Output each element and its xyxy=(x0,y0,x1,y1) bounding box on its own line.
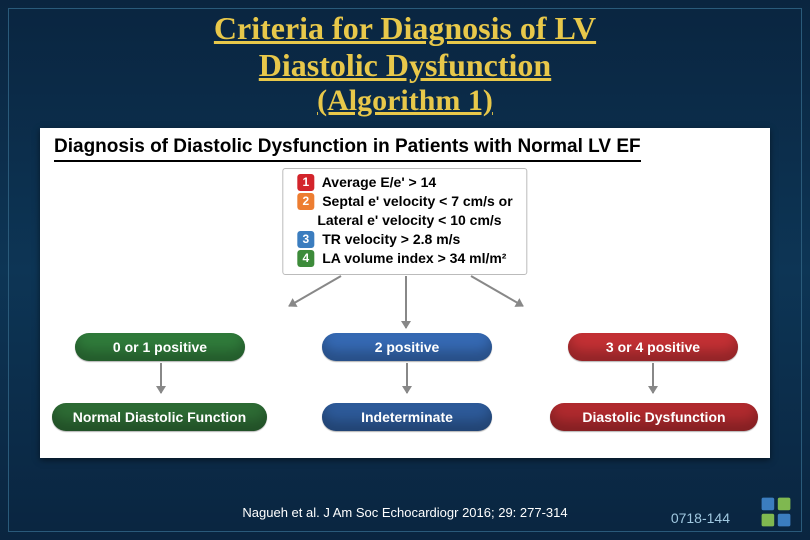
criteria-list: 1 Average E/e' > 14 2 Septal e' velocity… xyxy=(282,168,527,274)
arrow-left-down xyxy=(160,363,162,393)
algorithm-diagram: Diagnosis of Diastolic Dysfunction in Pa… xyxy=(40,128,770,458)
criterion-1-text: Average E/e' > 14 xyxy=(322,174,437,190)
badge-4: 4 xyxy=(297,250,314,267)
reference-id: 0718-144 xyxy=(671,510,730,526)
arrow-to-left xyxy=(289,275,342,307)
criterion-4-text: LA volume index > 34 ml/m² xyxy=(322,250,506,266)
criterion-1: 1 Average E/e' > 14 xyxy=(297,173,512,192)
branch-center-bottom: Indeterminate xyxy=(322,403,492,431)
branch-right-top: 3 or 4 positive xyxy=(568,333,738,361)
badge-3: 3 xyxy=(297,231,314,248)
logo-icon xyxy=(758,494,794,530)
arrow-right-down xyxy=(652,363,654,393)
diagram-header: Diagnosis of Diastolic Dysfunction in Pa… xyxy=(54,136,641,162)
branch-left-bottom: Normal Diastolic Function xyxy=(52,403,267,431)
badge-1: 1 xyxy=(297,174,314,191)
branch-right-bottom: Diastolic Dysfunction xyxy=(550,403,758,431)
badge-2: 2 xyxy=(297,193,314,210)
criterion-4: 4 LA volume index > 34 ml/m² xyxy=(297,249,512,268)
criterion-2-text-b: Lateral e' velocity < 10 cm/s xyxy=(297,211,512,230)
branch-center-top: 2 positive xyxy=(322,333,492,361)
arrow-to-center xyxy=(405,276,407,328)
criterion-3: 3 TR velocity > 2.8 m/s xyxy=(297,230,512,249)
branch-left-top: 0 or 1 positive xyxy=(75,333,245,361)
criterion-3-text: TR velocity > 2.8 m/s xyxy=(322,231,460,247)
arrow-center-down xyxy=(406,363,408,393)
criterion-2: 2 Septal e' velocity < 7 cm/s or Lateral… xyxy=(297,192,512,230)
arrow-to-right xyxy=(471,275,524,307)
criterion-2-text-a: Septal e' velocity < 7 cm/s or xyxy=(322,193,512,209)
